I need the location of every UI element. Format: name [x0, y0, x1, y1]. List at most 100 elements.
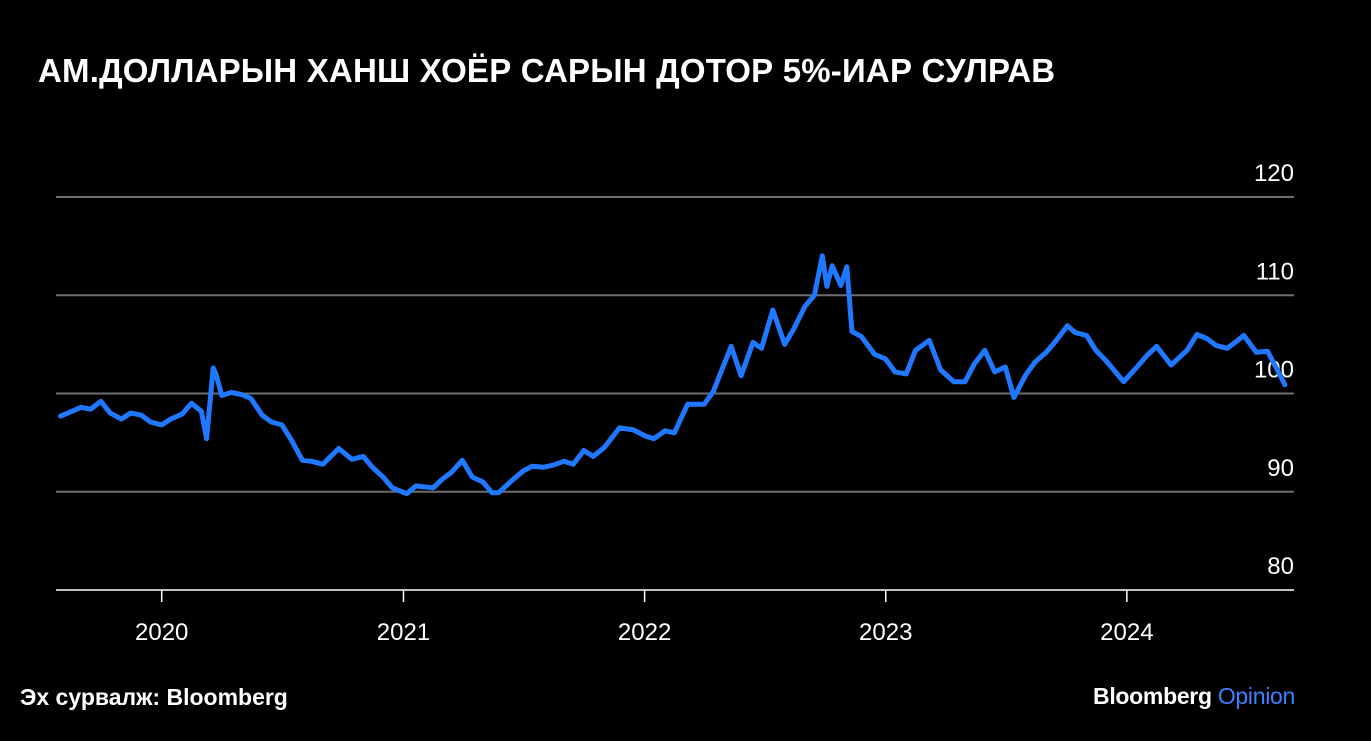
data-point: [859, 334, 864, 339]
data-point: [759, 346, 764, 351]
data-point: [883, 356, 888, 362]
data-point: [431, 485, 436, 491]
data-point: [1204, 336, 1209, 341]
data-point: [168, 416, 174, 422]
data-point: [571, 462, 576, 467]
data-point: [288, 437, 294, 442]
data-point: [213, 371, 219, 377]
data-point: [1104, 358, 1109, 364]
y-tick-label: 80: [1267, 553, 1294, 580]
data-point: [1093, 348, 1099, 353]
data-point: [489, 490, 495, 495]
data-point: [228, 390, 234, 395]
data-point: [520, 468, 526, 474]
data-point: [1121, 379, 1126, 384]
data-point: [159, 422, 164, 428]
data-point: [872, 352, 877, 357]
data-point: [541, 464, 546, 470]
data-point: [259, 412, 265, 418]
data-point: [1154, 344, 1159, 349]
data-point: [1282, 382, 1287, 387]
data-point: [279, 422, 285, 428]
data-point: [1073, 330, 1078, 335]
data-point: [1241, 333, 1246, 338]
data-point: [904, 371, 909, 377]
data-point: [962, 379, 968, 384]
data-point: [1003, 364, 1008, 370]
data-point: [820, 253, 825, 259]
data-point: [1194, 332, 1200, 337]
data-point: [1184, 348, 1190, 353]
y-tick-label: 90: [1267, 455, 1294, 482]
data-point: [336, 446, 341, 451]
data-point: [1265, 349, 1270, 354]
x-tick-label: 2023: [859, 619, 912, 646]
data-point: [67, 409, 73, 415]
data-point: [530, 464, 535, 469]
data-point: [602, 445, 607, 450]
series-line: [58, 253, 1288, 497]
data-point: [88, 407, 93, 412]
x-tick-label: 2021: [377, 619, 430, 646]
data-point: [685, 402, 690, 407]
data-point: [992, 369, 997, 375]
data-point: [844, 264, 849, 269]
data-point: [269, 419, 274, 425]
data-point: [219, 393, 225, 398]
data-point: [672, 430, 677, 435]
data-point: [360, 454, 366, 459]
data-point: [440, 476, 445, 482]
brand-name: Bloomberg: [1093, 683, 1212, 709]
data-point: [750, 340, 756, 345]
data-point: [1053, 339, 1058, 344]
data-point: [892, 369, 898, 375]
x-tick-label: 2020: [135, 619, 188, 646]
data-point: [701, 402, 707, 407]
data-point: [770, 307, 775, 313]
data-point: [550, 463, 555, 468]
x-tick-label: 2024: [1100, 619, 1153, 646]
source-note: Эх сурвалж: Bloomberg: [20, 684, 288, 710]
data-point: [982, 348, 988, 353]
data-point: [309, 459, 314, 464]
data-point: [1011, 395, 1017, 400]
data-point: [913, 348, 918, 353]
data-point: [1032, 359, 1038, 365]
data-point: [1254, 350, 1259, 355]
data-point: [211, 365, 216, 371]
data-point: [390, 485, 395, 491]
data-point: [830, 263, 835, 268]
data-point: [469, 474, 475, 480]
brand-logo: Bloomberg Opinion: [1093, 683, 1295, 710]
series-layer: [58, 253, 1288, 497]
data-point: [824, 284, 830, 289]
data-point: [320, 462, 326, 467]
gridlines: [56, 196, 1294, 493]
data-point: [1225, 346, 1230, 351]
data-point: [631, 427, 636, 433]
data-point: [128, 410, 133, 416]
data-point: [58, 413, 63, 419]
y-tick-label: 120: [1254, 160, 1294, 187]
x-tick-label: 2022: [618, 619, 671, 646]
data-point: [1274, 366, 1280, 372]
data-point: [239, 392, 244, 397]
data-point: [179, 411, 185, 417]
data-point: [651, 436, 657, 441]
data-point: [480, 479, 485, 485]
brand-suffix: Opinion: [1217, 683, 1295, 709]
data-point: [1145, 352, 1150, 358]
x-axis: 2020 2021 2022 2023 2024: [56, 589, 1294, 646]
data-point: [561, 459, 567, 464]
data-point: [1065, 323, 1070, 328]
data-point: [413, 483, 419, 489]
data-point: [838, 283, 844, 288]
data-point: [1213, 343, 1219, 348]
data-point: [148, 419, 153, 425]
data-point: [972, 361, 977, 367]
data-point: [938, 367, 943, 373]
data-point: [449, 469, 454, 475]
data-point: [98, 399, 104, 404]
y-tick-label: 110: [1256, 258, 1294, 285]
